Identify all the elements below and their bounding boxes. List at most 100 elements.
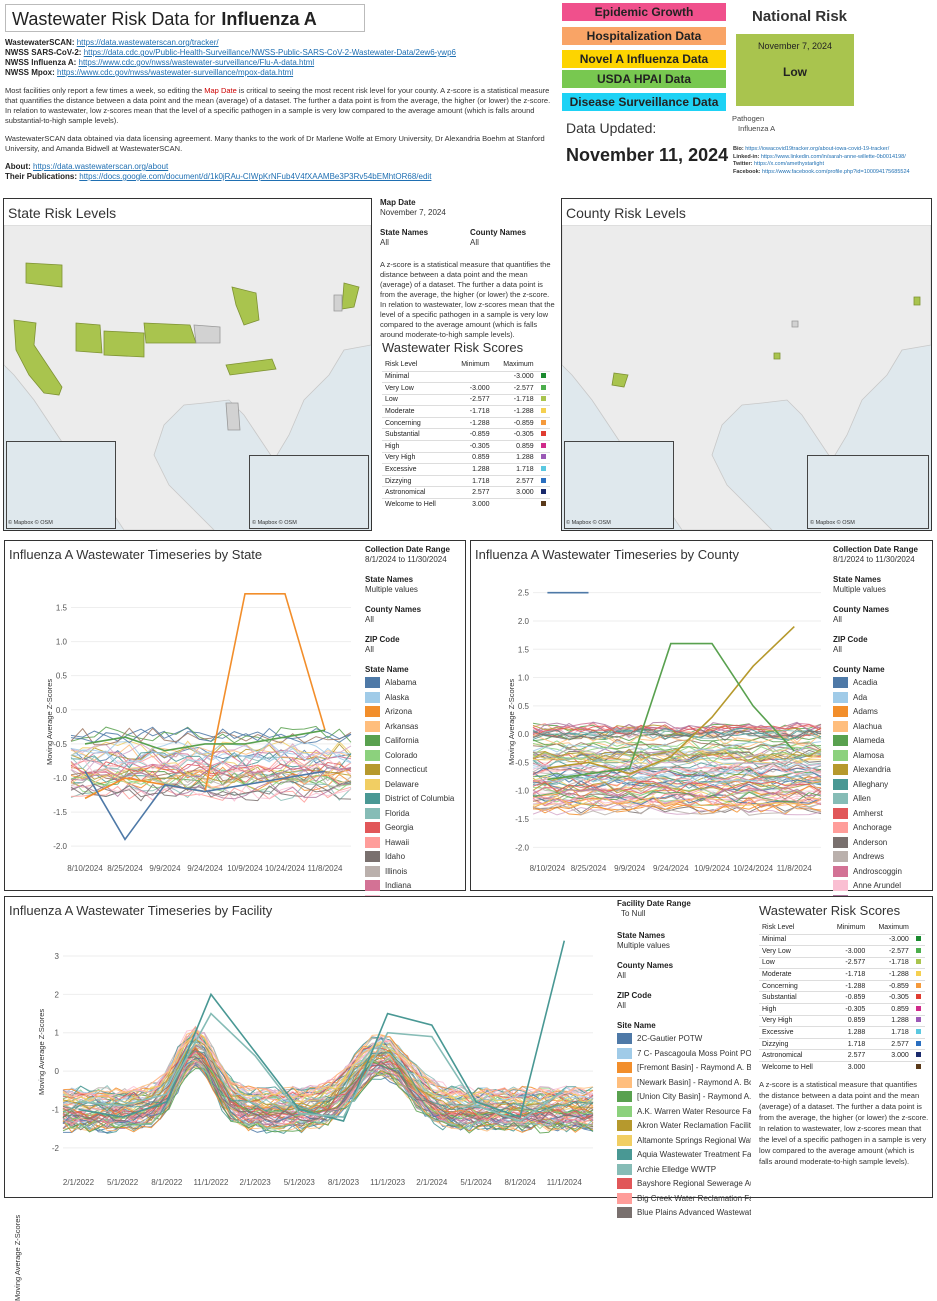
legend-item[interactable]: Anchorage	[833, 822, 931, 837]
legend-item[interactable]: Acadia	[833, 677, 931, 692]
legend-item[interactable]: Akron Water Reclamation Facility	[617, 1120, 751, 1135]
facility-timeseries-chart[interactable]: 3 2 1 0 -1 -2 2/1/2022 5/1/2022 8/1/2022 11/1/202…	[37, 927, 597, 1195]
legend-item[interactable]: Arkansas	[365, 720, 463, 736]
risk-max: -1.288	[868, 968, 912, 981]
y-tick-label: 2.0	[518, 617, 530, 626]
date-range-filter[interactable]: To Null	[621, 909, 646, 918]
nwss-mpox-link[interactable]: https://www.cdc.gov/nwss/wastewater-surv…	[57, 68, 294, 77]
facebook-link[interactable]: https://www.facebook.com/profile.php?id=…	[762, 168, 910, 175]
legend-item[interactable]: [Fremont Basin] - Raymond A. Boe...	[617, 1062, 751, 1077]
nwss-influenza-link[interactable]: https://www.cdc.gov/nwss/wastewater-surv…	[78, 58, 315, 67]
county-names-filter[interactable]: All	[365, 615, 374, 624]
legend-item[interactable]: Aquia Wastewater Treatment Facili...	[617, 1149, 751, 1164]
legend-item[interactable]: Connecticut	[365, 764, 463, 779]
nwss-sarscov2-link[interactable]: https://data.cdc.gov/Public-Health-Surve…	[83, 48, 456, 57]
state-timeseries-chart[interactable]: 1.5 1.0 0.5 0.0 -0.5 -1.0 -1.5 -2.0 8/10/2024 8/2…	[45, 581, 355, 881]
legend-item[interactable]: Androscoggin	[833, 865, 931, 881]
legend-item[interactable]: Delaware	[365, 778, 463, 794]
legend-item[interactable]: Amherst	[833, 807, 931, 823]
tag-button-novel-a-influenza-data[interactable]: Novel A Influenza Data	[562, 50, 726, 68]
county-names-filter[interactable]: All	[617, 971, 626, 980]
legend-item[interactable]: Archie Elledge WWTP	[617, 1163, 751, 1179]
legend-item[interactable]: Ada	[833, 691, 931, 707]
risk-min: 0.859	[827, 1014, 869, 1027]
state-names-filter[interactable]: Multiple values	[365, 585, 418, 594]
county-names-filter[interactable]: All	[833, 615, 842, 624]
legend-item[interactable]: [Union City Basin] - Raymond A. Bo...	[617, 1091, 751, 1106]
legend-item[interactable]: Idaho	[365, 851, 463, 866]
tag-button-disease-surveillance-data[interactable]: Disease Surveillance Data	[562, 93, 726, 111]
wastewaterscan-link[interactable]: https://data.wastewaterscan.org/tracker/	[76, 38, 219, 47]
legend-item[interactable]: Alaska	[365, 691, 463, 707]
legend-item[interactable]: Alameda	[833, 735, 931, 750]
legend-item[interactable]: Bayshore Regional Sewerage Auth...	[617, 1178, 751, 1193]
tag-button-usda-hpai-data[interactable]: USDA HPAI Data	[562, 70, 726, 88]
legend-item[interactable]: Anne Arundel	[833, 880, 931, 895]
legend-item[interactable]: California	[365, 735, 463, 750]
legend-item[interactable]: Colorado	[365, 749, 463, 765]
legend-item[interactable]: Anderson	[833, 836, 931, 852]
state-names-filter[interactable]: All	[380, 238, 389, 247]
legend-item[interactable]: Alamosa	[833, 749, 931, 765]
legend-item[interactable]: A.K. Warren Water Resource Facility	[617, 1105, 751, 1121]
legend-item[interactable]: 2C-Gautier POTW	[617, 1033, 751, 1048]
risk-min: -0.859	[827, 991, 869, 1004]
risk-max: -1.718	[868, 956, 912, 969]
legend-item[interactable]: Blue Plains Advanced Wastewater ...	[617, 1207, 751, 1222]
legend-item[interactable]: Georgia	[365, 822, 463, 837]
legend-title: State Name	[365, 665, 409, 674]
legend-item[interactable]: Arizona	[365, 706, 463, 721]
pathogen-filter[interactable]: Pathogen Influenza A	[732, 114, 775, 134]
legend-item[interactable]: Alachua	[833, 720, 931, 736]
state-names-filter[interactable]: Multiple values	[617, 941, 670, 950]
county-map[interactable]: © Mapbox © OSM © Mapbox © OSM	[562, 225, 931, 530]
county-timeseries-chart[interactable]: 2.5 2.0 1.5 1.0 0.5 0.0 -0.5 -1.0 -1.5 -2.0 8/10/2…	[507, 581, 825, 881]
legend-swatch	[365, 735, 380, 746]
tag-button-hospitalization-data[interactable]: Hospitalization Data	[562, 27, 726, 45]
y-tick-label: 3	[55, 952, 60, 961]
legend-item[interactable]: Alleghany	[833, 778, 931, 794]
legend-item[interactable]: Allen	[833, 793, 931, 808]
tag-button-epidemic-growth[interactable]: Epidemic Growth	[562, 3, 726, 21]
state-utah	[75, 322, 103, 354]
publications-link[interactable]: https://docs.google.com/document/d/1k0jR…	[79, 172, 432, 181]
legend-item[interactable]: 7 C- Pascagoula Moss Point POTW	[617, 1047, 751, 1063]
state-names-filter[interactable]: Multiple values	[833, 585, 886, 594]
series-line	[532, 757, 822, 770]
zip-filter[interactable]: All	[365, 645, 374, 654]
legend-item[interactable]: Illinois	[365, 865, 463, 881]
date-range-filter[interactable]: 8/1/2024 to 11/30/2024	[365, 555, 447, 564]
twitter-link[interactable]: https://x.com/amethystarlight	[753, 161, 824, 167]
y-tick-label: 1.5	[518, 645, 530, 654]
risk-swatch	[915, 971, 921, 977]
legend-item[interactable]: Alabama	[365, 677, 463, 692]
legend-item[interactable]: Adams	[833, 706, 931, 721]
about-link[interactable]: https://data.wastewaterscan.org/about	[33, 162, 169, 171]
map-date-filter[interactable]: November 7, 2024	[380, 208, 446, 217]
series-line	[532, 750, 822, 763]
publications-label: Their Publications:	[5, 172, 78, 181]
y-tick-label: 1.0	[56, 638, 68, 647]
legend-item[interactable]: Altamonte Springs Regional Water...	[617, 1134, 751, 1150]
x-tick-label: 2/1/2023	[240, 1178, 272, 1187]
legend-item[interactable]: [Newark Basin] - Raymond A. Boeg...	[617, 1076, 751, 1092]
legend-item[interactable]: Indiana	[365, 880, 463, 895]
linkedin-link[interactable]: https://www.linkedin.com/in/sarah-anne-w…	[760, 153, 906, 160]
zip-filter[interactable]: All	[617, 1001, 626, 1010]
legend-item[interactable]: Alexandria	[833, 764, 931, 779]
bio-link[interactable]: https://iowacovid19tracker.org/about-iow…	[745, 146, 890, 152]
state-map[interactable]: © Mapbox © OSM © Mapbox © OSM	[4, 225, 371, 530]
legend-item[interactable]: Big Creek Water Reclamation Facili...	[617, 1192, 751, 1208]
legend-item[interactable]: District of Columbia	[365, 793, 463, 808]
risk-swatch	[915, 1005, 921, 1011]
legend-item[interactable]: Andrews	[833, 851, 931, 866]
legend-item[interactable]: Florida	[365, 807, 463, 823]
date-range-filter[interactable]: 8/1/2024 to 11/30/2024	[833, 555, 915, 564]
county-names-filter[interactable]: All	[470, 238, 479, 247]
legend-swatch	[833, 880, 848, 891]
facility-timeseries-panel: Influenza A Wastewater Timeseries by Fac…	[4, 896, 933, 1218]
zip-filter[interactable]: All	[833, 645, 842, 654]
county-ts-filters: Collection Date Range 8/1/2024 to 11/30/…	[833, 545, 931, 938]
legend-item[interactable]: Hawaii	[365, 836, 463, 852]
state-timeseries-panel: Influenza A Wastewater Timeseries by Sta…	[4, 540, 466, 1301]
